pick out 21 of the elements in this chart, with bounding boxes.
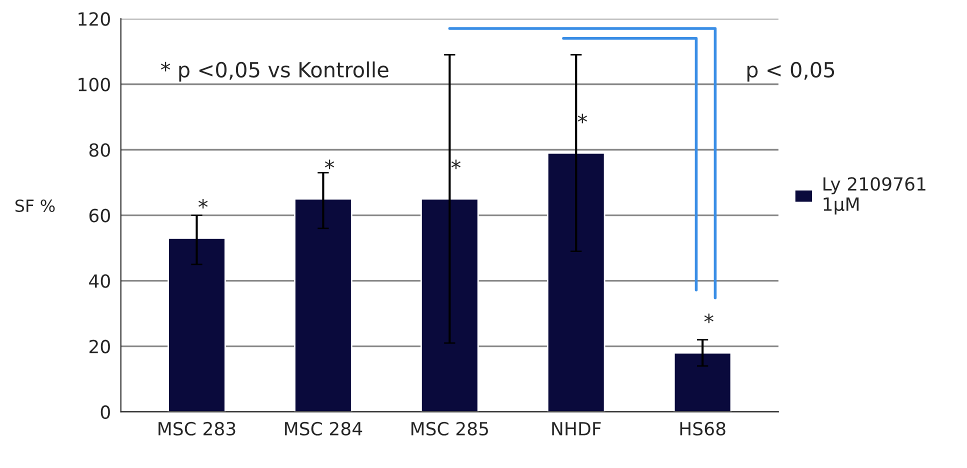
x-tick-label: MSC 284 xyxy=(285,422,362,436)
annotation: * xyxy=(451,160,461,170)
annotation: p < 0,05 xyxy=(747,62,834,82)
x-tick-label: HS68 xyxy=(680,422,726,436)
x-tick-label: MSC 283 xyxy=(158,422,236,436)
y-axis-title: SF % xyxy=(15,199,55,212)
annotation: * xyxy=(324,160,334,170)
annotation: * xyxy=(704,314,714,324)
y-tick-label: 0 xyxy=(100,405,110,419)
y-tick-label: 20 xyxy=(90,340,110,354)
y-tick-label: 40 xyxy=(89,274,110,288)
y-tick-label: 60 xyxy=(89,208,110,222)
y-tick-label: 80 xyxy=(89,143,110,157)
y-tick-label: 100 xyxy=(78,78,110,92)
annotation: * p <0,05 vs Kontrolle xyxy=(160,61,388,82)
legend-label: Ly 2109761 1µM xyxy=(824,177,926,214)
x-tick-label: NHDF xyxy=(552,422,601,436)
annotation: * xyxy=(198,198,208,208)
y-tick-label: 120 xyxy=(78,12,110,26)
annotation: * xyxy=(578,114,588,124)
x-tick-label: MSC 285 xyxy=(412,422,488,436)
